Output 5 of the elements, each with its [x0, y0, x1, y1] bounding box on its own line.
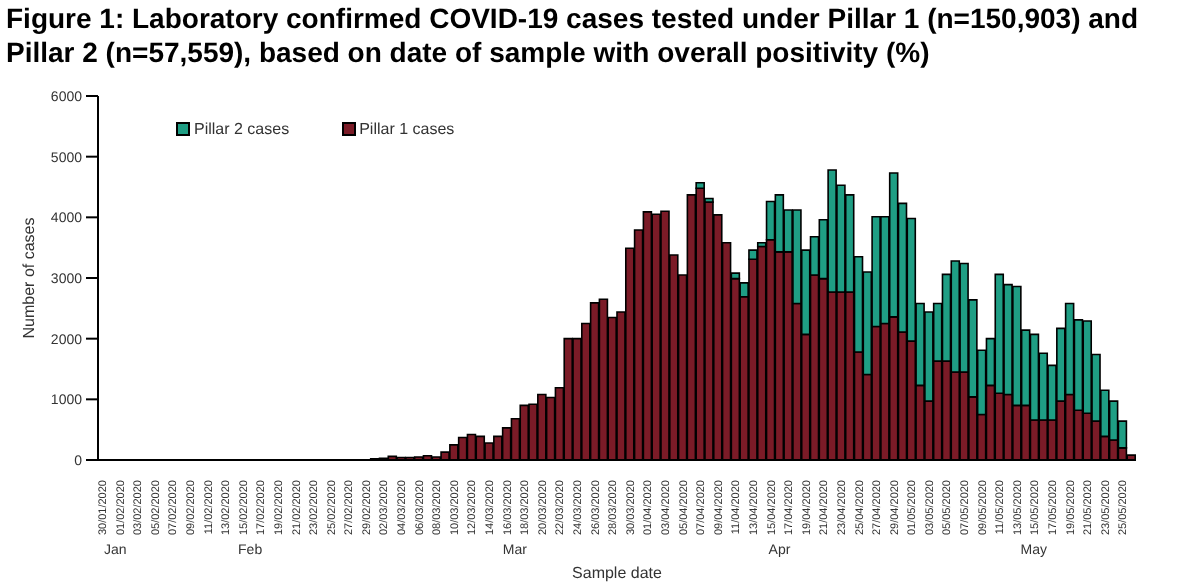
x-axis-title: Sample date	[572, 564, 664, 582]
legend-label: Pillar 2 cases	[194, 120, 290, 138]
chart-title: Figure 1: Laboratory confirmed COVID-19 cases tested under Pillar 1 (n=150,903) and Pillar 2 (n=57,559), based on date of sample with overall positivity (%)	[6, 2, 1141, 70]
legend-label: Pillar 1 cases	[359, 120, 455, 138]
y-axis-title: Number of cases	[19, 217, 38, 339]
